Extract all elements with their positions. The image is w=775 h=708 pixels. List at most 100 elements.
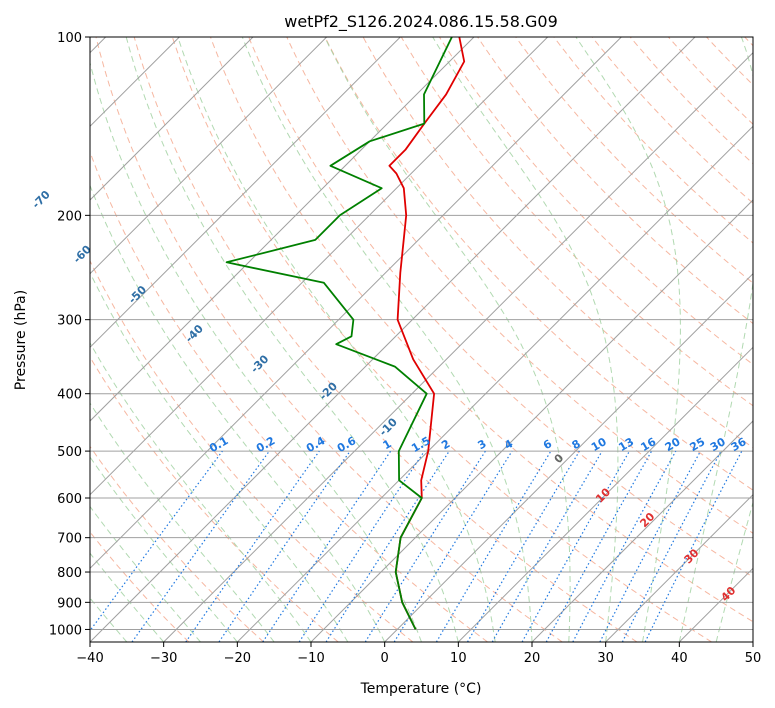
mixing-ratio-label: 0.6 bbox=[335, 434, 359, 455]
y-tick-label: 300 bbox=[57, 314, 82, 329]
dry-adiabat bbox=[477, 37, 753, 325]
y-tick-label: 900 bbox=[57, 596, 82, 611]
adiabat-label: 20 bbox=[637, 510, 657, 530]
isotherm-gridline bbox=[90, 37, 328, 275]
mixing-ratio-label: 6 bbox=[541, 437, 554, 452]
isotherm-gridline bbox=[752, 641, 753, 642]
mixing-ratio-line bbox=[545, 450, 653, 642]
mixing-ratio-line bbox=[572, 450, 677, 642]
moist-adiabat bbox=[90, 271, 349, 642]
mixing-ratio-label: 0.2 bbox=[254, 434, 277, 455]
x-tick-label: 20 bbox=[524, 651, 541, 666]
moist-adiabat bbox=[125, 37, 459, 642]
background-lines bbox=[90, 37, 753, 642]
mixing-ratio-line bbox=[131, 450, 270, 642]
dry-adiabat bbox=[668, 37, 753, 125]
moist-adiabat bbox=[678, 37, 753, 642]
y-tick-label: 400 bbox=[57, 388, 82, 403]
isotherm-gridline bbox=[90, 37, 254, 201]
x-tick-label: 10 bbox=[450, 651, 467, 666]
plot-frame bbox=[89, 36, 754, 643]
isotherm-gridline bbox=[90, 37, 622, 570]
y-tick-label: 100 bbox=[57, 31, 82, 46]
isotherm-gridline bbox=[236, 125, 753, 642]
x-tick-label: 30 bbox=[597, 651, 614, 666]
dry-adiabat bbox=[133, 37, 638, 642]
x-tick-label: −20 bbox=[224, 651, 251, 666]
y-tick-label: 200 bbox=[57, 209, 82, 224]
isotherm-gridline bbox=[163, 51, 753, 642]
moist-adiabat bbox=[90, 341, 312, 642]
mixing-ratio-label: 8 bbox=[570, 437, 583, 452]
moist-adiabat bbox=[177, 37, 496, 642]
mixing-ratio-line bbox=[393, 450, 513, 642]
moist-adiabat bbox=[90, 60, 422, 642]
mixing-ratio-line bbox=[521, 450, 631, 642]
isotherm-gridline bbox=[90, 37, 401, 349]
isotherm-gridline bbox=[90, 37, 549, 496]
moist-adiabat bbox=[752, 640, 753, 642]
dry-adiabat bbox=[744, 37, 753, 47]
mixing-ratio-line bbox=[298, 450, 425, 642]
dewpoint-line bbox=[225, 37, 453, 630]
adiabat-label: 40 bbox=[718, 584, 738, 604]
isotherm-gridline bbox=[310, 199, 753, 642]
dry-adiabat bbox=[90, 445, 264, 642]
dry-adiabat bbox=[210, 37, 753, 623]
moist-adiabat bbox=[90, 456, 238, 642]
dry-adiabat bbox=[90, 259, 414, 642]
mixing-ratio-label: 1 bbox=[381, 437, 394, 452]
dry-adiabat bbox=[324, 37, 753, 491]
isotherm-gridline bbox=[90, 37, 696, 642]
dry-adiabat bbox=[248, 37, 753, 578]
mixing-ratio-label: 2 bbox=[439, 437, 452, 452]
x-tick-label: −10 bbox=[297, 651, 324, 666]
mixing-ratio-label: 3 bbox=[475, 437, 488, 452]
y-tick-label: 500 bbox=[57, 445, 82, 460]
dry-adiabat bbox=[591, 37, 753, 204]
y-tick-label: 800 bbox=[57, 566, 82, 581]
dry-adiabat bbox=[515, 37, 753, 284]
isotherm-label: -70 bbox=[30, 188, 53, 211]
dry-adiabat bbox=[629, 37, 753, 165]
isotherm-gridline bbox=[384, 272, 753, 642]
isotherm-label: -40 bbox=[183, 322, 206, 345]
line-labels: 0.10.20.40.611.52346810131620253036-100-… bbox=[30, 188, 749, 604]
moist-adiabat bbox=[90, 184, 386, 642]
isotherm-label: -50 bbox=[126, 283, 149, 306]
isotherm-gridline bbox=[605, 493, 753, 642]
x-tick-label: −30 bbox=[150, 651, 177, 666]
isotherm-label: -20 bbox=[317, 379, 340, 402]
moist-adiabat bbox=[90, 402, 275, 642]
mixing-ratio-line bbox=[262, 450, 392, 642]
mixing-ratio-line bbox=[644, 450, 743, 642]
mixing-ratio-line bbox=[325, 450, 450, 642]
moist-adiabat bbox=[324, 37, 571, 642]
x-tick-label: −40 bbox=[76, 651, 103, 666]
isotherm-gridline bbox=[531, 420, 753, 642]
dry-adiabat bbox=[553, 37, 753, 244]
y-tick-label: 600 bbox=[57, 492, 82, 507]
dry-adiabat bbox=[706, 37, 753, 86]
moist-adiabat bbox=[575, 37, 681, 642]
mixing-ratio-label: 0.4 bbox=[304, 434, 328, 455]
isotherm-gridline bbox=[457, 346, 753, 642]
mixing-ratio-label: 0.1 bbox=[207, 434, 230, 455]
moist-adiabat bbox=[715, 500, 753, 642]
adiabat-label: 0 bbox=[552, 451, 567, 466]
isotherm-gridline bbox=[90, 37, 475, 422]
x-tick-label: 40 bbox=[671, 651, 688, 666]
moist-adiabat bbox=[90, 505, 201, 642]
x-tick-label: 0 bbox=[381, 651, 389, 666]
adiabat-label: 10 bbox=[593, 485, 613, 505]
moist-adiabat bbox=[432, 37, 619, 642]
mixing-ratio-line bbox=[90, 450, 223, 632]
x-tick-label: 50 bbox=[745, 651, 762, 666]
chart-title: wetPf2_S126.2024.086.15.58.G09 bbox=[284, 12, 558, 32]
mixing-ratio-line bbox=[466, 450, 580, 642]
mixing-ratio-line bbox=[185, 450, 320, 642]
dry-adiabat bbox=[400, 37, 753, 407]
mixing-ratio-line bbox=[435, 450, 552, 642]
moist-adiabat bbox=[241, 37, 533, 642]
